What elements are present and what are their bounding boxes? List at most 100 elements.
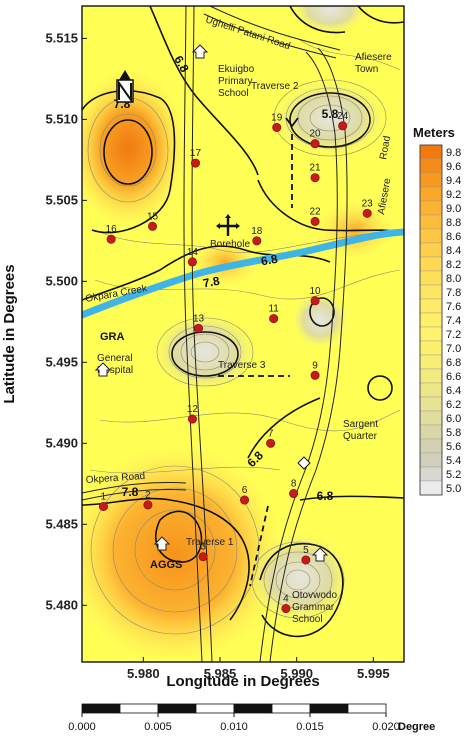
survey-point-label: 3 [200,542,206,553]
y-tick-label: 5.480 [45,597,78,612]
survey-point-label: 7 [268,428,274,439]
survey-point-marker [310,139,320,149]
legend-title: Meters [413,125,455,140]
low-zone-gra [150,310,260,394]
legend-color-swatch [419,312,443,328]
scale-bar-segment [119,703,159,714]
legend-tick-label: 7.2 [446,329,461,341]
legend-tick-label: 9.8 [446,147,461,159]
legend-color-swatch [419,382,443,398]
survey-point-marker [362,208,372,218]
traverse-2-arrow-icon [285,117,299,128]
contour-value-label: 7.8 [122,485,139,499]
legend-color-swatch [419,270,443,286]
north-arrow-icon [116,70,134,104]
y-axis-title: Latitude in Degrees [1,264,18,403]
legend-color-swatch [419,452,443,468]
legend-color-swatch [419,242,443,258]
survey-point-marker [194,323,204,333]
y-tick-label: 5.510 [45,111,78,126]
legend-color-swatch [419,354,443,370]
survey-point-label: 9 [312,360,318,371]
survey-point-marker [187,257,197,267]
y-tick-label: 5.485 [45,516,78,531]
legend-tick-label: 5.2 [446,469,461,481]
legend-tick-label: 8.2 [446,259,461,271]
general-hospital-label: General Hospital [97,353,133,376]
high-zone-northwest [82,68,188,228]
legend-tick-label: 7.4 [446,315,461,327]
survey-point-marker [240,495,250,505]
okpera-road-label: Okpera Road [85,471,145,486]
legend-color-swatch [419,396,443,412]
survey-point-marker [187,414,197,424]
survey-point-marker [198,552,208,562]
y-tick-label: 5.490 [45,435,78,450]
legend-bars [419,144,443,496]
road-label: Road [378,135,393,160]
legend-tick-label: 5.4 [446,455,461,467]
traverse-2-label: Traverse 2 [251,81,299,92]
legend-tick-label: 7.8 [446,287,461,299]
afiesere-town-label: Afiesere Town [355,52,392,75]
color-legend: Meters 9.8 9.6 9.4 9.2 9.0 8.8 8.6 8.4 8.2 8.0 7.8… [413,125,461,496]
legend-tick-label: 8.6 [446,231,461,243]
survey-point-marker [252,236,262,246]
sargent-quarter-label: Sargent Quarter [343,419,378,442]
ekuigbo-school-label: Ekuigbo Primary School [218,64,255,99]
legend-tick-label: 9.0 [446,203,461,215]
scale-bar-segment [233,703,273,714]
survey-point-marker [301,555,311,565]
scale-bar-segment [347,703,387,714]
y-axis: 5.515 5.510 5.505 5.500 5.495 5.490 5.485 5.480 [45,30,87,612]
survey-point-marker [106,234,116,244]
low-zone-top [290,6,370,35]
scale-bar-segment [271,703,311,714]
survey-point-label: 2 [145,490,151,501]
x-axis-title: Longitude in Degrees [166,673,319,690]
x-tick-label: 5.990 [280,666,313,681]
legend-ticks: 9.8 9.6 9.4 9.2 9.0 8.8 8.6 8.4 8.2 8.0 7.8 7.6 7.4 7… [446,147,461,495]
otovwodo-school-label: Otovwodo Grammar School [292,590,337,625]
survey-point-marker [98,502,108,512]
scale-bar-segment [81,703,121,714]
contour-value-label: 6.8 [317,489,334,503]
legend-tick-label: 5.0 [446,483,461,495]
scale-bar-tick-label: 0.000 [68,721,96,733]
house-icon [94,44,329,562]
survey-point-marker [272,122,282,132]
scale-bar: 0.000 0.005 0.010 0.015 0.020 Degree [68,703,435,733]
survey-point-label: 19 [271,112,283,123]
legend-tick-label: 9.6 [446,161,461,173]
survey-point-marker [269,314,279,324]
x-tick-label: 5.995 [357,666,390,681]
minor-contours [87,39,401,635]
survey-point-label: 13 [193,313,205,324]
legend-tick-label: 5.8 [446,427,461,439]
scale-bar-segment [157,703,197,714]
survey-point-label: 4 [283,594,289,605]
diamond-marker-icon [297,456,311,470]
survey-point-label: 5 [303,545,309,556]
legend-tick-label: 7.6 [446,301,461,313]
scale-bar-unit: Degree [398,721,435,733]
survey-point-label: 22 [310,206,322,217]
legend-color-swatch [419,410,443,426]
legend-tick-label: 6.0 [446,413,461,425]
survey-point-marker [338,121,348,131]
scale-bar-segment [195,703,235,714]
survey-point-label: 17 [190,148,202,159]
y-tick-label: 5.500 [45,273,78,288]
borehole-icon [216,214,240,236]
legend-color-swatch [419,424,443,440]
x-tick-label: 5.985 [204,666,237,681]
survey-point-label: 15 [147,211,159,222]
plot-area [82,6,404,662]
scale-bar-tick-label: 0.020 [372,721,400,733]
survey-point-marker [310,216,320,226]
traverse-1-label: Traverse 1 [186,537,234,548]
legend-tick-label: 8.8 [446,217,461,229]
legend-color-swatch [419,298,443,314]
y-tick-label: 5.505 [45,192,78,207]
